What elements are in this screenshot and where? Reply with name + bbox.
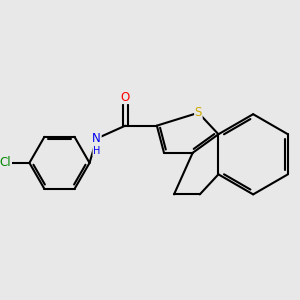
Text: O: O bbox=[121, 91, 130, 103]
Text: H: H bbox=[93, 146, 100, 156]
Text: Cl: Cl bbox=[0, 156, 11, 170]
Text: S: S bbox=[195, 106, 202, 119]
Text: N: N bbox=[92, 132, 101, 145]
